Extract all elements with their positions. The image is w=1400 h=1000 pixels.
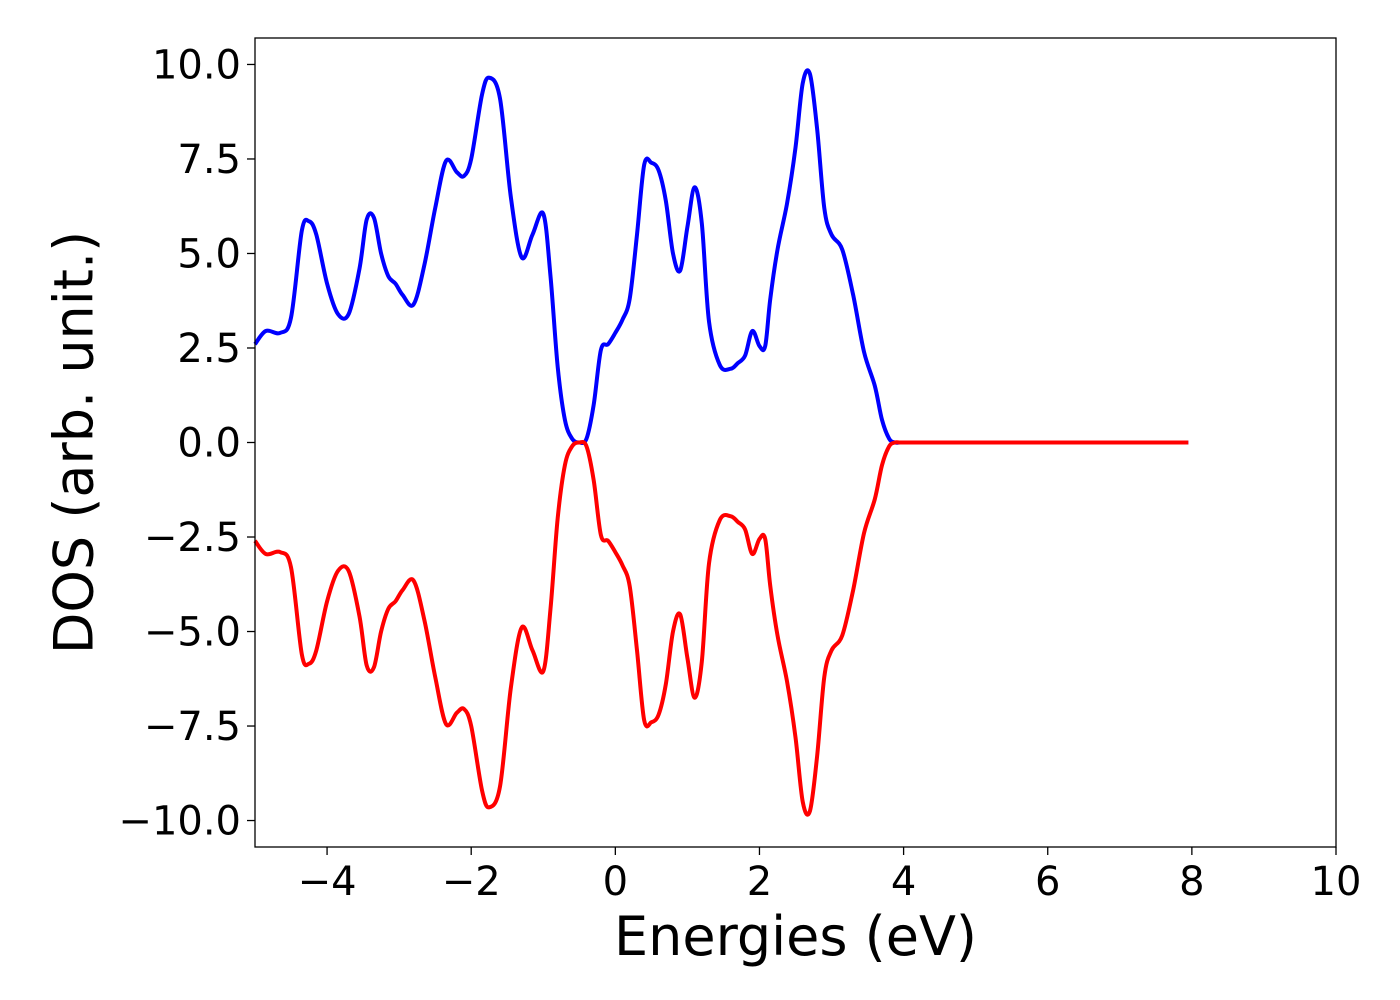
series-line-2	[253, 440, 1189, 817]
y-tick-label: 0.0	[177, 421, 241, 467]
series-layer	[253, 68, 1189, 817]
series-line-1	[253, 68, 1189, 445]
y-tick-label: −5.0	[144, 610, 241, 656]
y-tick-label: 10.0	[152, 42, 241, 88]
x-tick-label: 2	[747, 859, 772, 905]
x-tick-label: 6	[1035, 859, 1060, 905]
x-tick-label: 8	[1179, 859, 1204, 905]
x-tick-label: 10	[1311, 859, 1362, 905]
y-tick-label: −7.5	[144, 704, 241, 750]
x-axis-label: Energies (eV)	[614, 905, 977, 968]
y-axis-label: DOS (arb. unit.)	[43, 231, 106, 654]
y-tick-label: 7.5	[177, 137, 241, 183]
x-tick-label: 4	[891, 859, 916, 905]
x-tick-label: −2	[442, 859, 501, 905]
x-tick-label: 0	[603, 859, 628, 905]
y-tick-label: −2.5	[144, 515, 241, 561]
y-tick-label: −10.0	[118, 799, 241, 845]
ticks-layer: −4 −2 0 2 4 6 8 10 10.0 7.5 5.0 2.5 0.0 −2.5 −5.0 −7.5 −…	[118, 42, 1361, 905]
x-tick-label: −4	[298, 859, 357, 905]
y-tick-label: 2.5	[177, 326, 241, 372]
y-tick-label: 5.0	[177, 231, 241, 277]
